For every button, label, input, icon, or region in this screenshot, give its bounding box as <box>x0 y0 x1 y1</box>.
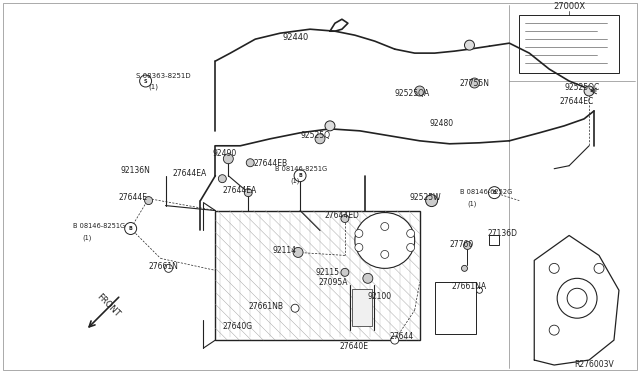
Circle shape <box>549 325 559 335</box>
Text: 27644: 27644 <box>390 332 414 341</box>
Text: 27136D: 27136D <box>488 228 517 237</box>
Bar <box>216 211 420 340</box>
Text: R276003V: R276003V <box>574 360 614 369</box>
Text: (1): (1) <box>148 83 159 90</box>
Text: 27000X: 27000X <box>553 2 585 11</box>
Text: 92525Q: 92525Q <box>300 131 330 140</box>
Text: 27644EA: 27644EA <box>222 186 257 195</box>
Text: B 08146-8251G: B 08146-8251G <box>73 222 125 228</box>
Text: 27644EC: 27644EC <box>559 97 593 106</box>
Text: (1): (1) <box>83 234 92 241</box>
Circle shape <box>584 86 594 96</box>
Circle shape <box>391 336 399 344</box>
Text: 92100: 92100 <box>368 292 392 301</box>
Circle shape <box>415 86 424 96</box>
Circle shape <box>594 263 604 273</box>
Circle shape <box>567 288 587 308</box>
Circle shape <box>164 264 173 272</box>
Text: 92136N: 92136N <box>121 166 150 175</box>
Text: 27095A: 27095A <box>318 278 348 287</box>
Text: B 08146-8251G: B 08146-8251G <box>275 166 327 172</box>
Circle shape <box>549 263 559 273</box>
Text: (1): (1) <box>290 178 300 184</box>
Circle shape <box>381 222 388 231</box>
Text: 92440: 92440 <box>282 33 308 42</box>
Text: B: B <box>129 226 132 231</box>
Circle shape <box>426 195 438 206</box>
Circle shape <box>244 189 252 197</box>
Circle shape <box>145 197 152 205</box>
Circle shape <box>381 250 388 259</box>
Ellipse shape <box>355 212 415 268</box>
Bar <box>352 289 372 326</box>
Text: 27760: 27760 <box>449 240 474 250</box>
Circle shape <box>294 170 306 182</box>
Text: B: B <box>298 173 302 178</box>
Text: 27644EB: 27644EB <box>253 159 287 168</box>
Circle shape <box>488 187 500 199</box>
Circle shape <box>355 243 363 251</box>
Text: FRONT: FRONT <box>94 292 121 318</box>
Text: S: S <box>144 78 147 84</box>
Text: S 08363-8251D: S 08363-8251D <box>136 73 190 79</box>
Text: 27644E: 27644E <box>118 193 148 202</box>
Circle shape <box>461 265 467 271</box>
Circle shape <box>218 175 227 183</box>
Text: B 08146-6252G: B 08146-6252G <box>460 189 512 195</box>
Circle shape <box>223 154 234 164</box>
Circle shape <box>355 230 363 237</box>
Text: 27644ED: 27644ED <box>325 211 360 219</box>
Text: 92525QC: 92525QC <box>564 83 600 92</box>
Circle shape <box>125 222 137 234</box>
Text: 92114: 92114 <box>272 246 296 256</box>
Circle shape <box>463 241 472 250</box>
Circle shape <box>291 304 299 312</box>
Text: 27755N: 27755N <box>460 79 490 88</box>
Bar <box>435 282 476 334</box>
Text: 27661NB: 27661NB <box>248 302 284 311</box>
Circle shape <box>470 78 479 88</box>
Text: 27661N: 27661N <box>148 262 179 272</box>
Text: 92525W: 92525W <box>410 193 442 202</box>
Text: 27644EA: 27644EA <box>173 169 207 178</box>
Text: 27640E: 27640E <box>340 342 369 351</box>
Circle shape <box>246 159 254 167</box>
Text: 92480: 92480 <box>429 119 454 128</box>
Circle shape <box>341 215 349 222</box>
Text: (1): (1) <box>467 201 477 207</box>
Circle shape <box>325 121 335 131</box>
Circle shape <box>363 273 373 283</box>
Bar <box>490 235 499 246</box>
Text: 92490: 92490 <box>212 149 237 158</box>
Text: 27640G: 27640G <box>222 322 252 331</box>
Text: B: B <box>493 190 496 195</box>
Circle shape <box>406 230 415 237</box>
Circle shape <box>465 40 474 50</box>
Circle shape <box>315 134 325 144</box>
Text: 27661NA: 27661NA <box>452 282 486 291</box>
Bar <box>519 15 619 73</box>
Circle shape <box>557 278 597 318</box>
Text: 92525QA: 92525QA <box>395 89 430 98</box>
Circle shape <box>140 75 152 87</box>
Text: 92115: 92115 <box>315 268 339 278</box>
Circle shape <box>293 247 303 257</box>
Circle shape <box>341 268 349 276</box>
Circle shape <box>476 287 483 293</box>
Circle shape <box>406 243 415 251</box>
